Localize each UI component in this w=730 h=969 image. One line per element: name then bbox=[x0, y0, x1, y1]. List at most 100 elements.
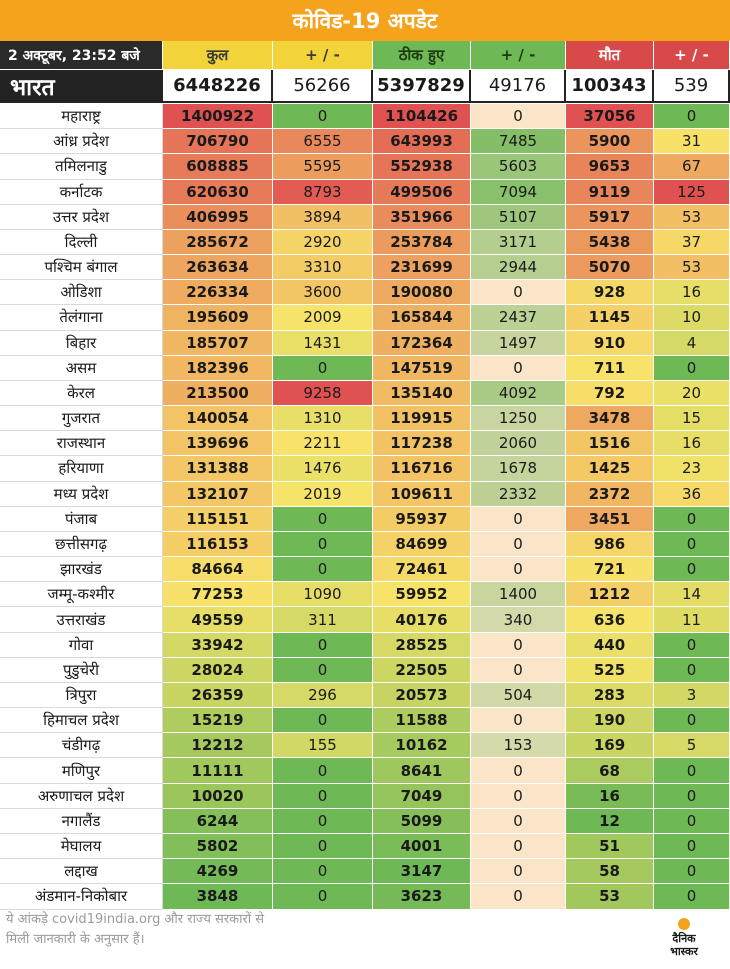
cell-deaths-change: 10 bbox=[654, 305, 730, 331]
cell-deaths-change: 125 bbox=[654, 179, 730, 205]
cell-deaths: 37056 bbox=[566, 104, 654, 130]
cell-deaths-change: 16 bbox=[654, 431, 730, 457]
cell-recovered-change: 4092 bbox=[471, 380, 566, 407]
table-row: गोवा 33942 0 28525 0 440 0 bbox=[0, 632, 730, 658]
cell-deaths-change: 53 bbox=[654, 255, 730, 281]
state-name: हिमाचल प्रदेश bbox=[0, 708, 163, 734]
cell-total-change: 0 bbox=[273, 708, 373, 734]
cell-total: 706790 bbox=[163, 129, 273, 155]
cell-recovered: 135140 bbox=[373, 380, 471, 407]
state-name: मणिपुर bbox=[0, 758, 163, 784]
cell-deaths: 1516 bbox=[566, 431, 654, 457]
cell-recovered-change: 1400 bbox=[471, 582, 566, 608]
cell-deaths: 525 bbox=[566, 657, 654, 683]
cell-recovered-change: 0 bbox=[471, 632, 566, 658]
cell-total-change: 155 bbox=[273, 733, 373, 759]
cell-recovered: 8641 bbox=[373, 758, 471, 784]
cell-deaths: 3451 bbox=[566, 506, 654, 532]
col-header-total: कुल bbox=[163, 41, 273, 70]
cell-recovered: 172364 bbox=[373, 330, 471, 356]
national-name: भारत bbox=[0, 70, 163, 103]
cell-recovered-change: 2944 bbox=[471, 255, 566, 281]
state-name: अरुणाचल प्रदेश bbox=[0, 783, 163, 809]
cell-deaths: 1145 bbox=[566, 305, 654, 331]
cell-deaths-change: 0 bbox=[654, 859, 730, 885]
table-row: छत्तीसगढ़ 116153 0 84699 0 986 0 bbox=[0, 531, 730, 558]
cell-total-change: 0 bbox=[273, 884, 373, 910]
cell-recovered-change: 0 bbox=[471, 557, 566, 583]
cell-recovered: 10162 bbox=[373, 733, 471, 759]
cell-deaths: 58 bbox=[566, 859, 654, 885]
cell-total: 28024 bbox=[163, 657, 273, 683]
cell-total-change: 1476 bbox=[273, 456, 373, 482]
table-row: बिहार 185707 1431 172364 1497 910 4 bbox=[0, 330, 730, 356]
table-row: मध्य प्रदेश 132107 2019 109611 2332 2372 36 bbox=[0, 481, 730, 507]
state-name: हरियाणा bbox=[0, 456, 163, 482]
cell-deaths: 16 bbox=[566, 783, 654, 809]
date-label: 2 अक्टूबर, 23:52 बजे bbox=[0, 41, 163, 70]
cell-total: 33942 bbox=[163, 632, 273, 658]
state-name: पश्चिम बंगाल bbox=[0, 255, 163, 281]
state-name: दिल्ली bbox=[0, 229, 163, 256]
logo-text-line2: भास्कर bbox=[670, 945, 698, 958]
page-title: कोविड-19 अपडेट bbox=[0, 0, 730, 41]
table-row: नगालैंड 6244 0 5099 0 12 0 bbox=[0, 808, 730, 834]
cell-recovered: 351966 bbox=[373, 204, 471, 230]
state-name: छत्तीसगढ़ bbox=[0, 531, 163, 558]
cell-recovered: 552938 bbox=[373, 154, 471, 180]
cell-total: 26359 bbox=[163, 682, 273, 709]
cell-deaths-change: 3 bbox=[654, 682, 730, 709]
state-name: पंजाब bbox=[0, 506, 163, 532]
cell-deaths: 5070 bbox=[566, 255, 654, 281]
cell-total-change: 6555 bbox=[273, 129, 373, 155]
cell-deaths-change: 16 bbox=[654, 280, 730, 306]
cell-deaths-change: 0 bbox=[654, 758, 730, 784]
cell-recovered-change: 7094 bbox=[471, 179, 566, 205]
cell-deaths-change: 15 bbox=[654, 406, 730, 432]
table-row: त्रिपुरा 26359 296 20573 504 283 3 bbox=[0, 682, 730, 709]
cell-deaths: 5917 bbox=[566, 204, 654, 230]
cell-deaths: 190 bbox=[566, 708, 654, 734]
national-recovered: 5397829 bbox=[373, 70, 471, 103]
cell-total: 195609 bbox=[163, 305, 273, 331]
cell-total-change: 2009 bbox=[273, 305, 373, 331]
state-name: कर्नाटक bbox=[0, 179, 163, 205]
table-row: चंडीगढ़ 12212 155 10162 153 169 5 bbox=[0, 733, 730, 759]
source-note: ये आंकड़े covid19india.org और राज्य सरका… bbox=[6, 910, 406, 950]
table-row: गुजरात 140054 1310 119915 1250 3478 15 bbox=[0, 406, 730, 432]
cell-deaths-change: 11 bbox=[654, 607, 730, 633]
cell-deaths: 721 bbox=[566, 557, 654, 583]
cell-total-change: 2019 bbox=[273, 481, 373, 507]
cell-total: 1400922 bbox=[163, 104, 273, 130]
cell-recovered-change: 0 bbox=[471, 531, 566, 558]
cell-total: 131388 bbox=[163, 456, 273, 482]
cell-recovered-change: 2437 bbox=[471, 305, 566, 331]
cell-deaths: 711 bbox=[566, 355, 654, 381]
state-name: चंडीगढ़ bbox=[0, 733, 163, 759]
table-row: हिमाचल प्रदेश 15219 0 11588 0 190 0 bbox=[0, 708, 730, 734]
state-name: मेघालय bbox=[0, 833, 163, 860]
cell-total: 406995 bbox=[163, 204, 273, 230]
cell-recovered-change: 0 bbox=[471, 783, 566, 809]
cell-total: 182396 bbox=[163, 355, 273, 381]
column-header-row: 2 अक्टूबर, 23:52 बजे कुल + / - ठीक हुए +… bbox=[0, 41, 730, 70]
cell-total: 226334 bbox=[163, 280, 273, 306]
cell-total: 185707 bbox=[163, 330, 273, 356]
table-row: महाराष्ट्र 1400922 0 1104426 0 37056 0 bbox=[0, 104, 730, 130]
cell-total-change: 1431 bbox=[273, 330, 373, 356]
cell-recovered: 116716 bbox=[373, 456, 471, 482]
national-row: भारत 6448226 56266 5397829 49176 100343 … bbox=[0, 70, 730, 103]
cell-recovered-change: 2332 bbox=[471, 481, 566, 507]
cell-total-change: 296 bbox=[273, 682, 373, 709]
cell-deaths: 12 bbox=[566, 808, 654, 834]
cell-total-change: 0 bbox=[273, 506, 373, 532]
cell-deaths: 68 bbox=[566, 758, 654, 784]
cell-deaths: 1212 bbox=[566, 582, 654, 608]
cell-recovered: 5099 bbox=[373, 808, 471, 834]
table-row: झारखंड 84664 0 72461 0 721 0 bbox=[0, 557, 730, 583]
cell-deaths-change: 0 bbox=[654, 506, 730, 532]
cell-deaths-change: 0 bbox=[654, 833, 730, 860]
cell-recovered-change: 0 bbox=[471, 758, 566, 784]
cell-total: 213500 bbox=[163, 380, 273, 407]
cell-recovered-change: 504 bbox=[471, 682, 566, 709]
